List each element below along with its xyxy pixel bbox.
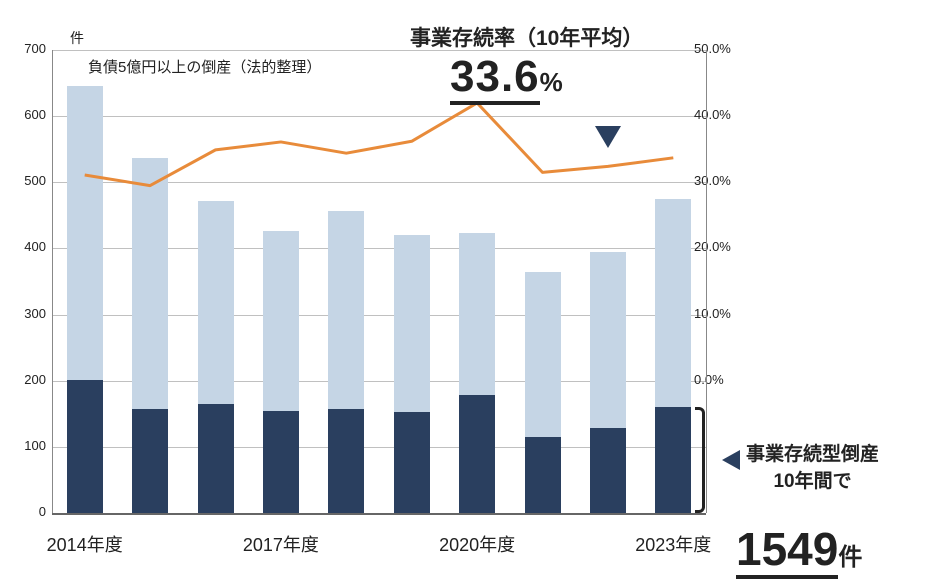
arrow-down-icon — [595, 126, 621, 148]
side-big: 1549件 — [736, 517, 862, 581]
side-annotation: 事業存続型倒産10年間で — [746, 442, 879, 495]
arrow-left-icon — [722, 450, 740, 470]
headline-value: 33.6% — [450, 52, 563, 102]
chart-subtitle: 負債5億円以上の倒産（法的整理） — [88, 56, 321, 77]
side-line2: 10年間で — [746, 469, 879, 496]
side-line1: 事業存続型倒産 — [746, 442, 879, 469]
brace-icon — [695, 407, 705, 513]
headline-label: 事業存続率（10年平均） — [410, 22, 643, 52]
chart-root: 01002003004005006007000.0%10.0%20.0%30.0… — [0, 0, 934, 575]
